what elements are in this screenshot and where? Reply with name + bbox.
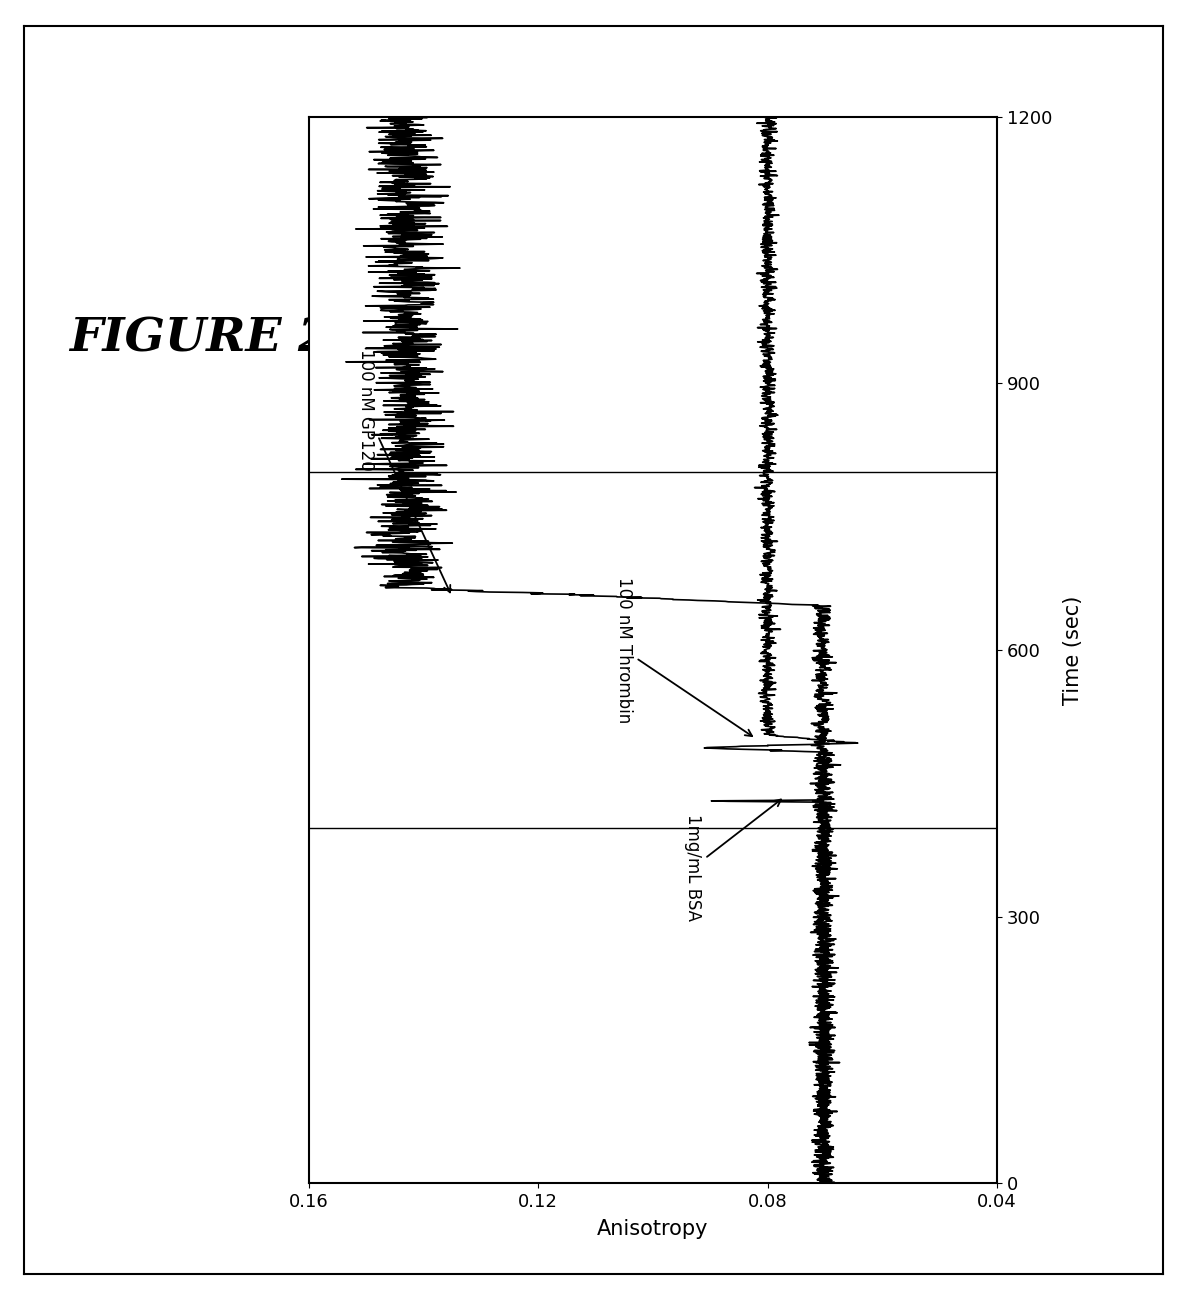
X-axis label: Anisotropy: Anisotropy — [597, 1219, 709, 1239]
Text: FIGURE 2: FIGURE 2 — [69, 315, 331, 361]
Y-axis label: Time (sec): Time (sec) — [1064, 595, 1084, 705]
Text: 100 nM GP120: 100 nM GP120 — [357, 350, 450, 593]
Text: 1mg/mL BSA: 1mg/mL BSA — [684, 800, 781, 922]
Text: 100 nM Thrombin: 100 nM Thrombin — [615, 577, 753, 736]
